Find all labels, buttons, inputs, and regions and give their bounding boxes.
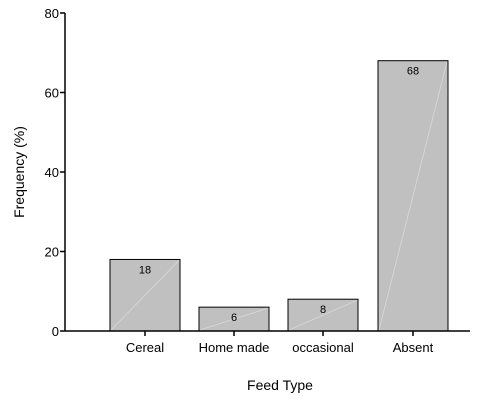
y-tick-label: 80 (45, 6, 59, 21)
y-tick-label: 20 (45, 245, 59, 260)
x-tick-label: occasional (292, 340, 354, 355)
bar-hatch-line (378, 61, 448, 331)
data-label: 68 (407, 66, 419, 78)
data-label: 18 (139, 264, 151, 276)
x-tick-label: Cereal (126, 340, 164, 355)
y-axis: 0 20 40 60 80 (45, 6, 66, 339)
x-tick-label: Absent (393, 340, 434, 355)
y-axis-title: Frequency (%) (11, 126, 27, 218)
bar-hatch-line (199, 307, 269, 331)
y-tick-label: 40 (45, 165, 59, 180)
bar-hatch-line (110, 260, 180, 331)
y-tick-label: 0 (52, 324, 59, 339)
x-tick-label: Home made (199, 340, 270, 355)
x-axis-title: Feed Type (247, 377, 313, 393)
y-tick-label: 60 (45, 86, 59, 101)
bar-hatch-line (288, 299, 358, 331)
x-axis: Cereal Home made occasional Absent (65, 330, 470, 355)
data-label: 8 (320, 304, 326, 316)
data-label: 6 (231, 312, 237, 324)
